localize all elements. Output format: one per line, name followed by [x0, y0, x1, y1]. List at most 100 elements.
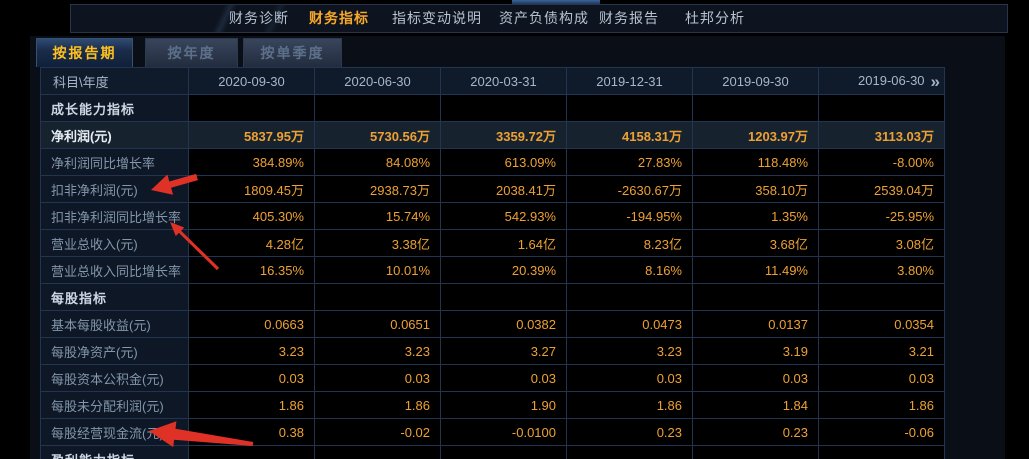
nav-item-balance-sheet-composition[interactable]: 资产负债构成 — [499, 10, 589, 26]
table-row: 每股未分配利润(元) 1.86 1.86 1.90 1.86 1.84 1.86 — [40, 391, 945, 419]
value-cell: 0.23 — [692, 418, 819, 446]
value-cell: 118.48% — [692, 148, 819, 176]
period-header: 2019-06-30 » — [818, 67, 945, 95]
empty-cell — [314, 283, 441, 311]
table-row: 营业总收入同比增长率 16.35% 10.01% 20.39% 8.16% 11.49% 3… — [40, 256, 945, 284]
value-cell: 1.86 — [818, 391, 945, 419]
value-cell: 3.23 — [188, 337, 315, 365]
value-cell: 1.35% — [692, 202, 819, 230]
tab-by-report-period[interactable]: 按报告期 — [36, 38, 133, 67]
row-label: 基本每股收益(元) — [40, 310, 189, 338]
row-label: 成长能力指标 — [40, 94, 189, 122]
table-row: 净利润同比增长率 384.89% 84.08% 613.09% 27.83% 118.48… — [40, 148, 945, 176]
value-cell: -0.02 — [314, 418, 441, 446]
table-header-row: 科目\年度 2020-09-30 2020-06-30 2020-03-31 2… — [40, 67, 945, 95]
period-header: 2019-12-31 — [566, 67, 693, 95]
empty-cell — [818, 94, 945, 122]
corner-header: 科目\年度 — [40, 67, 189, 95]
section-row: 盈利能力指标 — [40, 445, 945, 459]
empty-cell — [314, 94, 441, 122]
value-cell: 0.03 — [566, 364, 693, 392]
row-label: 每股经营现金流(元) — [40, 418, 189, 446]
value-cell: 5730.56万 — [314, 121, 441, 149]
value-cell: 15.74% — [314, 202, 441, 230]
value-cell: 0.0663 — [188, 310, 315, 338]
section-row: 每股指标 — [40, 283, 945, 311]
value-cell: 384.89% — [188, 148, 315, 176]
value-cell: 0.23 — [566, 418, 693, 446]
financial-indicators-table: 科目\年度 2020-09-30 2020-06-30 2020-03-31 2… — [40, 67, 945, 459]
value-cell: 10.01% — [314, 256, 441, 284]
period-header: 2020-09-30 — [188, 67, 315, 95]
next-periods-icon[interactable]: » — [930, 71, 940, 91]
empty-cell — [692, 94, 819, 122]
value-cell: 3.80% — [818, 256, 945, 284]
value-cell: 1.86 — [188, 391, 315, 419]
value-cell: 3.21 — [818, 337, 945, 365]
value-cell: 27.83% — [566, 148, 693, 176]
value-cell: 0.03 — [818, 364, 945, 392]
value-cell: 5837.95万 — [188, 121, 315, 149]
table-body: 成长能力指标 净利润(元) 5837.95万 5730.56万 3359.72万 4158… — [40, 94, 945, 459]
nav-item-financial-diagnosis[interactable]: 财务诊断 — [229, 10, 289, 26]
period-header: 2020-06-30 — [314, 67, 441, 95]
value-cell: -8.00% — [818, 148, 945, 176]
value-cell: 1809.45万 — [188, 175, 315, 203]
value-cell: 16.35% — [188, 256, 315, 284]
nav-item-indicator-changes[interactable]: 指标变动说明 — [392, 10, 482, 26]
nav-item-dupont-analysis[interactable]: 杜邦分析 — [685, 10, 745, 26]
table-row: 扣非净利润(元) 1809.45万 2938.73万 2038.41万 -2630.67… — [40, 175, 945, 203]
empty-cell — [566, 94, 693, 122]
value-cell: 3.23 — [566, 337, 693, 365]
table-row: 每股资本公积金(元) 0.03 0.03 0.03 0.03 0.03 0.03 — [40, 364, 945, 392]
top-navbar: 财务诊断 财务指标 指标变动说明 资产负债构成 财务报告 杜邦分析 — [70, 4, 1008, 33]
tab-by-single-quarter[interactable]: 按单季度 — [243, 38, 342, 67]
empty-cell — [818, 445, 945, 459]
value-cell: 1203.97万 — [692, 121, 819, 149]
nav-item-financial-report[interactable]: 财务报告 — [599, 10, 659, 26]
row-label: 营业总收入同比增长率 — [40, 256, 189, 284]
row-label: 每股未分配利润(元) — [40, 391, 189, 419]
tab-by-year[interactable]: 按年度 — [145, 38, 238, 67]
value-cell: 11.49% — [692, 256, 819, 284]
value-cell: 84.08% — [314, 148, 441, 176]
value-cell: 0.0137 — [692, 310, 819, 338]
value-cell: 1.90 — [440, 391, 567, 419]
value-cell: 358.10万 — [692, 175, 819, 203]
value-cell: 542.93% — [440, 202, 567, 230]
value-cell: 1.84 — [692, 391, 819, 419]
table-row: 每股经营现金流(元) 0.38 -0.02 -0.0100 0.23 0.23 -0.06 — [40, 418, 945, 446]
empty-cell — [188, 445, 315, 459]
table-row: 扣非净利润同比增长率 405.30% 15.74% 542.93% -194.95% 1.… — [40, 202, 945, 230]
value-cell: 0.03 — [440, 364, 567, 392]
value-cell: 2038.41万 — [440, 175, 567, 203]
period-header: 2019-09-30 — [692, 67, 819, 95]
value-cell: -194.95% — [566, 202, 693, 230]
empty-cell — [440, 445, 567, 459]
value-cell: 1.86 — [566, 391, 693, 419]
row-label: 每股指标 — [40, 283, 189, 311]
value-cell: 0.0473 — [566, 310, 693, 338]
empty-cell — [692, 283, 819, 311]
value-cell: 0.0651 — [314, 310, 441, 338]
row-label: 净利润(元) — [40, 121, 189, 149]
row-label: 每股资本公积金(元) — [40, 364, 189, 392]
nav-item-financial-indicators[interactable]: 财务指标 — [309, 10, 369, 26]
value-cell: 0.38 — [188, 418, 315, 446]
empty-cell — [692, 445, 819, 459]
value-cell: 0.0382 — [440, 310, 567, 338]
value-cell: 1.64亿 — [440, 229, 567, 257]
table-row: 每股净资产(元) 3.23 3.23 3.27 3.23 3.19 3.21 — [40, 337, 945, 365]
table-row: 净利润(元) 5837.95万 5730.56万 3359.72万 4158.31万 12… — [40, 121, 945, 149]
value-cell: 3.27 — [440, 337, 567, 365]
value-cell: 8.16% — [566, 256, 693, 284]
empty-cell — [566, 445, 693, 459]
value-cell: 2539.04万 — [818, 175, 945, 203]
row-label: 扣非净利润(元) — [40, 175, 189, 203]
value-cell: 3.38亿 — [314, 229, 441, 257]
value-cell: 3.19 — [692, 337, 819, 365]
empty-cell — [818, 283, 945, 311]
value-cell: 0.03 — [314, 364, 441, 392]
row-label: 营业总收入(元) — [40, 229, 189, 257]
value-cell: 4.28亿 — [188, 229, 315, 257]
